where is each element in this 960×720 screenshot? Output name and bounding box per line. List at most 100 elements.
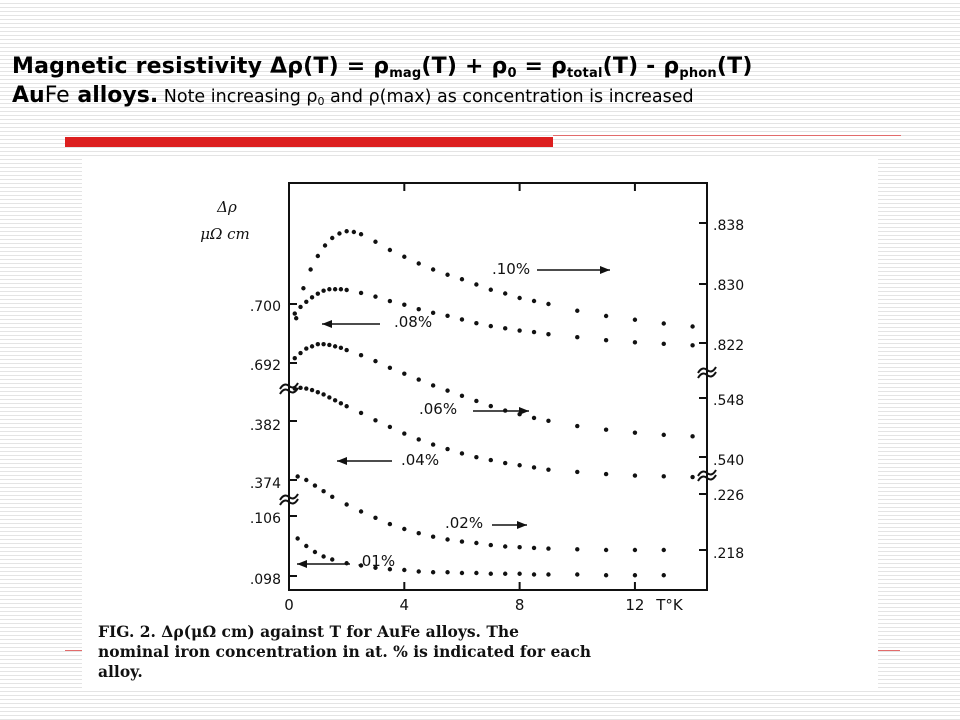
data-point — [575, 334, 580, 340]
data-point — [315, 291, 321, 296]
series-label: .02% — [445, 514, 483, 532]
data-point — [402, 526, 407, 532]
data-point — [308, 267, 313, 272]
data-point — [632, 473, 638, 478]
data-point — [517, 463, 522, 468]
x-tick-label: 4 — [400, 596, 410, 614]
slide-title: Magnetic resistivity Δρ(T) = ρmag(T) + ρ… — [12, 52, 952, 111]
data-point — [531, 329, 537, 335]
y-tick-label-right: .226 — [713, 488, 744, 504]
series-label: .10% — [492, 260, 530, 278]
axis-break-mark — [279, 498, 299, 506]
data-point — [430, 310, 436, 316]
data-point — [416, 261, 421, 266]
data-point — [661, 547, 666, 553]
data-point — [304, 477, 309, 483]
data-point — [575, 423, 580, 429]
axis-break-mark — [279, 493, 299, 501]
data-point — [503, 460, 508, 466]
accent-bar — [65, 137, 553, 147]
data-point — [322, 243, 328, 248]
annotation-arrow-head — [517, 521, 527, 529]
data-point — [332, 344, 338, 349]
axis-break-mark — [279, 387, 299, 395]
data-point — [304, 386, 309, 391]
data-point — [332, 398, 338, 403]
data-point — [546, 301, 551, 307]
y-tick-label-right: .822 — [713, 338, 744, 354]
title-text: (T) + ρ — [421, 54, 508, 79]
annotation-arrow-head — [519, 407, 529, 415]
data-point — [298, 385, 303, 391]
y-tick-label-right: .218 — [713, 546, 744, 562]
data-point — [603, 573, 609, 578]
data-point — [402, 431, 407, 436]
data-point — [488, 403, 493, 409]
data-point — [603, 337, 609, 343]
data-point — [632, 317, 638, 322]
plot-frame — [288, 182, 708, 591]
data-point — [402, 567, 407, 573]
data-point — [344, 229, 349, 234]
data-point — [327, 287, 332, 292]
data-point — [632, 573, 638, 578]
annotation-arrow-head — [337, 457, 347, 465]
data-point — [338, 401, 344, 406]
y-tick-label-left: .692 — [250, 358, 281, 374]
data-point — [430, 383, 436, 388]
note-subscript: 0 — [317, 95, 325, 108]
data-point — [321, 341, 326, 347]
data-point — [416, 569, 421, 574]
figure-panel: .838 .830 .822 .700 .692 .548 .540 .382 .374 .226… — [82, 158, 878, 688]
data-point — [373, 418, 378, 423]
data-point — [661, 432, 666, 438]
data-point — [373, 515, 378, 520]
title-text: Magnetic resistivity Δρ(T) = ρ — [12, 54, 390, 79]
data-point — [690, 343, 695, 348]
data-point — [387, 365, 393, 370]
data-point — [488, 323, 493, 329]
data-point — [304, 299, 309, 304]
data-point — [321, 489, 326, 494]
data-point — [321, 288, 326, 293]
data-point — [332, 287, 338, 292]
y-tick-label-left: .374 — [250, 476, 281, 492]
data-point — [358, 509, 364, 514]
data-point — [474, 398, 479, 404]
note-text: Note increasing ρ — [158, 87, 318, 107]
data-point — [312, 549, 318, 555]
data-point — [358, 353, 364, 358]
data-point — [315, 253, 321, 259]
data-point — [488, 571, 493, 576]
y-tick-label-left: .098 — [250, 572, 281, 588]
y-axis-label-symbol: Δρ — [216, 198, 237, 216]
data-point — [292, 386, 297, 391]
data-point — [330, 235, 335, 241]
data-point — [330, 557, 335, 562]
data-point — [575, 572, 580, 577]
y-tick-label-right: .838 — [713, 218, 744, 234]
data-point — [309, 295, 315, 300]
title-line-1: Magnetic resistivity Δρ(T) = ρmag(T) + ρ… — [12, 52, 952, 82]
data-point — [344, 347, 349, 353]
data-point — [416, 437, 421, 442]
axis-break-mark — [697, 366, 717, 374]
data-point — [373, 358, 378, 364]
data-point — [603, 313, 609, 319]
caption-line-2: nominal iron concentration in at. % is i… — [98, 642, 592, 661]
axis-break-mark — [697, 474, 717, 482]
data-point — [295, 536, 300, 541]
data-point — [321, 554, 326, 559]
data-point — [358, 563, 364, 568]
data-point — [531, 545, 537, 551]
data-point — [295, 474, 300, 479]
series-label: .06% — [419, 400, 457, 418]
data-point — [358, 290, 364, 296]
data-point — [632, 430, 638, 435]
data-point — [387, 247, 393, 253]
axis-break-mark — [697, 371, 717, 379]
data-point — [488, 287, 493, 292]
data-point — [603, 427, 609, 432]
data-point — [632, 547, 638, 553]
data-point — [309, 387, 315, 393]
